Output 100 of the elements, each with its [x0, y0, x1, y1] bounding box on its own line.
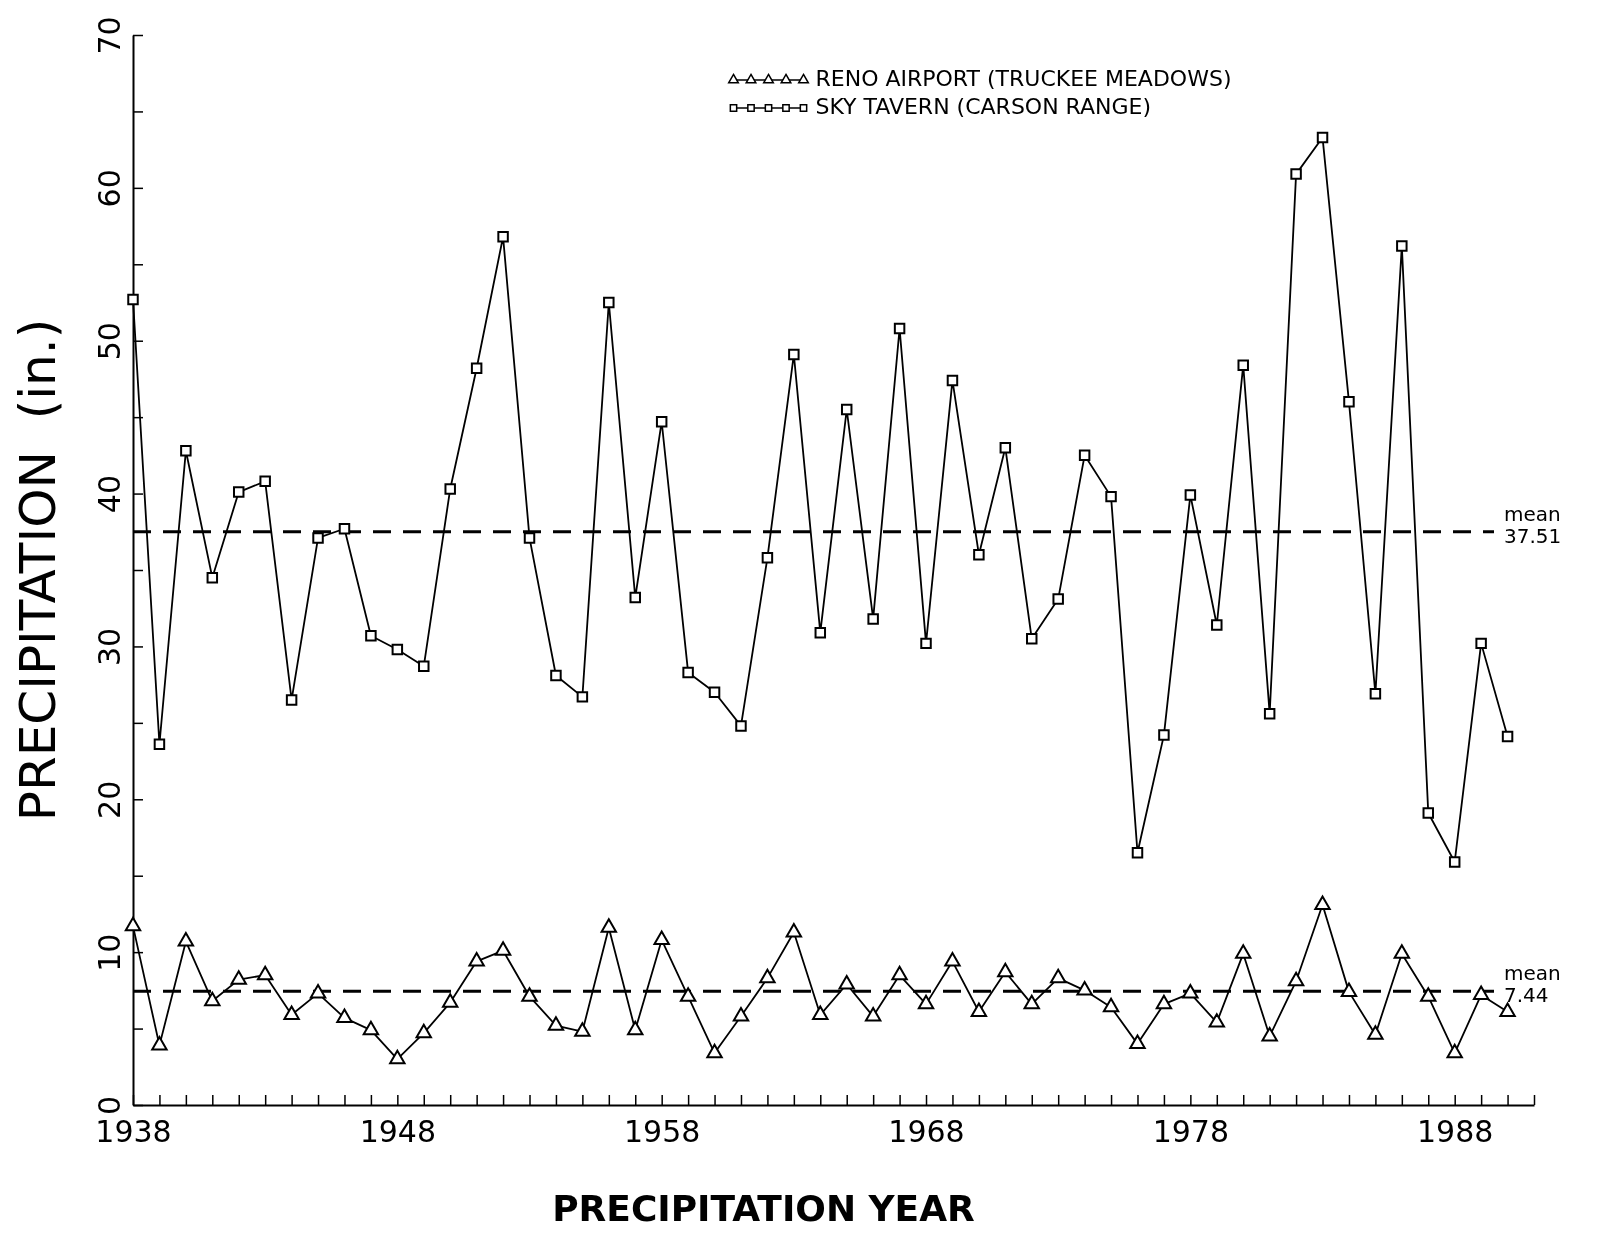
y-tick-label: 70 — [91, 16, 127, 55]
point — [838, 974, 855, 990]
point — [1340, 982, 1358, 998]
point — [470, 362, 483, 374]
point — [1422, 807, 1435, 819]
point — [1446, 1043, 1463, 1059]
ref-line-label: mean 37.51 — [1504, 501, 1562, 548]
point — [1369, 688, 1382, 700]
point — [1314, 895, 1331, 910]
point — [1472, 985, 1490, 1001]
point — [1235, 944, 1252, 959]
point — [893, 322, 906, 335]
point — [1208, 1013, 1225, 1028]
point — [1501, 730, 1514, 743]
point — [547, 1016, 565, 1031]
point — [204, 991, 221, 1007]
point — [497, 231, 509, 243]
x-tick-label: 1978 — [1152, 1114, 1230, 1150]
point — [735, 720, 747, 732]
point — [1499, 1002, 1516, 1017]
point — [864, 1007, 882, 1022]
point — [1023, 994, 1040, 1010]
point — [418, 660, 430, 673]
point — [1343, 396, 1355, 408]
point — [230, 970, 247, 985]
point — [521, 987, 538, 1002]
point — [629, 591, 641, 604]
point — [891, 965, 908, 981]
point — [494, 941, 512, 956]
point — [1182, 984, 1199, 999]
point — [1049, 968, 1067, 984]
point — [574, 1022, 591, 1037]
point — [1105, 490, 1117, 503]
point — [1263, 707, 1276, 720]
point — [151, 1036, 168, 1051]
point — [920, 637, 932, 650]
legend-label: SKY TAVERN (CARSON RANGE) — [815, 94, 1152, 119]
point — [759, 968, 776, 984]
x-tick-label: 1958 — [624, 1114, 701, 1150]
point — [124, 916, 142, 932]
point — [1237, 359, 1249, 371]
point — [814, 626, 827, 639]
x-tick-label: 1948 — [359, 1114, 437, 1150]
point — [523, 532, 536, 544]
y-tick-label: 30 — [91, 627, 127, 667]
legend-label: RENO AIRPORT (TRUCKEE MEADOWS) — [815, 66, 1232, 91]
point — [600, 918, 618, 933]
point — [1076, 981, 1093, 996]
point — [576, 691, 589, 703]
point — [1026, 633, 1038, 645]
ref-line-label: mean 7.44 — [1504, 961, 1561, 1008]
point — [391, 643, 404, 656]
point — [761, 552, 774, 564]
point — [973, 548, 985, 561]
point — [1211, 619, 1223, 631]
point — [1184, 489, 1197, 501]
x-tick-label: 1988 — [1417, 1114, 1494, 1150]
point — [603, 296, 615, 309]
point — [627, 1020, 644, 1036]
point — [389, 1049, 406, 1065]
point — [944, 951, 961, 967]
point — [1393, 944, 1411, 959]
point — [338, 522, 351, 535]
y-tick-label: 20 — [91, 780, 127, 819]
point — [336, 1008, 353, 1024]
point — [785, 922, 803, 938]
x-axis-title: PRECIPITATION YEAR — [552, 1188, 975, 1229]
point — [1287, 971, 1305, 987]
point — [917, 994, 935, 1010]
point — [732, 1007, 750, 1022]
x-tick-label: 1938 — [95, 1114, 172, 1150]
point — [1420, 987, 1437, 1002]
point — [788, 348, 800, 361]
point — [283, 1005, 300, 1020]
x-tick-label: 1968 — [888, 1114, 965, 1150]
point — [840, 403, 853, 416]
point — [1367, 1025, 1384, 1040]
point — [415, 1023, 432, 1039]
point — [365, 629, 377, 642]
point — [1316, 131, 1329, 144]
point — [256, 965, 274, 981]
point — [1396, 240, 1408, 252]
point — [997, 962, 1014, 978]
y-tick-label: 10 — [91, 933, 127, 972]
y-tick-label: 50 — [91, 322, 127, 361]
point — [312, 532, 324, 544]
point — [653, 930, 670, 946]
point — [259, 475, 271, 488]
point — [867, 613, 879, 625]
point — [970, 1002, 988, 1017]
point — [1475, 637, 1487, 650]
point — [999, 441, 1012, 454]
point — [1052, 593, 1064, 605]
point — [362, 1020, 380, 1036]
point — [232, 486, 245, 498]
point — [1290, 168, 1302, 180]
point — [206, 571, 219, 584]
point — [180, 445, 192, 457]
point — [946, 374, 959, 387]
point — [706, 1043, 723, 1059]
